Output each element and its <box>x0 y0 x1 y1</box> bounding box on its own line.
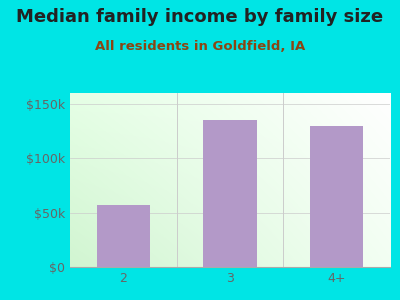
Text: Median family income by family size: Median family income by family size <box>16 8 384 26</box>
Bar <box>203 120 257 267</box>
Text: All residents in Goldfield, IA: All residents in Goldfield, IA <box>95 40 305 53</box>
Bar <box>97 205 150 267</box>
Bar <box>310 126 363 267</box>
